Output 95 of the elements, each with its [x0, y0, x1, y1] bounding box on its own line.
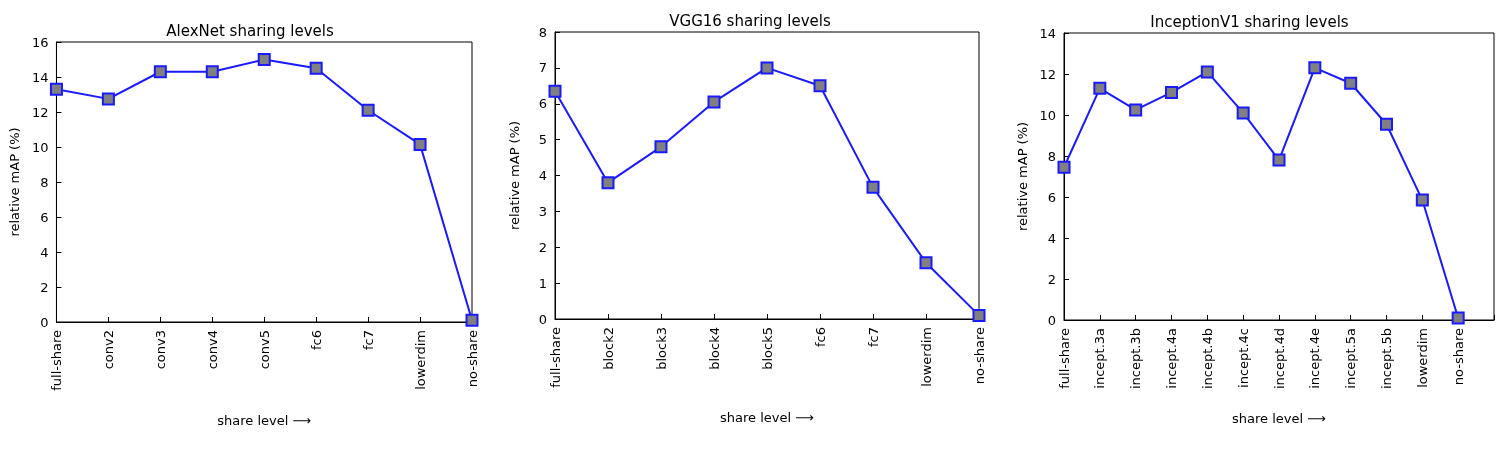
- y-tick-label: 16: [31, 34, 49, 50]
- y-tick-label: 6: [538, 96, 547, 112]
- y-tick-label: 2: [538, 239, 547, 255]
- y-tick-label: 4: [538, 168, 547, 183]
- point: [465, 313, 479, 327]
- point: [49, 82, 63, 96]
- x-tick-label: conv4: [204, 330, 220, 370]
- x-tick-label: block4: [706, 327, 722, 370]
- y-tick-label: 8: [538, 24, 547, 40]
- y-tick-label: 6: [1047, 189, 1056, 205]
- x-tick-label: fc7: [865, 327, 881, 347]
- point: [760, 61, 774, 75]
- point: [1451, 311, 1465, 325]
- x-tick-label: full-share: [547, 327, 563, 388]
- y-tick-label: 8: [1047, 148, 1056, 164]
- x-tick-label: no-share: [464, 330, 480, 388]
- x-axis-title: share level ⟶: [720, 410, 814, 425]
- x-tick-label: incept.3a: [1092, 328, 1108, 389]
- y-tick-label: 1: [538, 275, 547, 291]
- x-tick-label: incept.4e: [1307, 328, 1323, 389]
- x-tick-label: block5: [759, 327, 775, 370]
- x-tick-label: no-share: [1450, 328, 1466, 386]
- point: [1344, 76, 1358, 90]
- y-tick-label: 12: [1039, 66, 1056, 82]
- point: [654, 140, 668, 154]
- x-tick-label: fc7: [360, 330, 376, 350]
- point: [1200, 65, 1214, 79]
- y-axis-title: relative mAP (%): [7, 127, 22, 237]
- y-tick-label: 12: [31, 104, 49, 120]
- y-tick-label: 3: [538, 203, 547, 219]
- y-tick-label: 10: [31, 139, 49, 155]
- x-tick-label: incept.5b: [1379, 328, 1394, 390]
- y-tick-label: 2: [1047, 271, 1056, 287]
- y-axis-title: relative mAP (%): [1014, 121, 1030, 232]
- point: [413, 137, 427, 151]
- point: [1380, 117, 1393, 131]
- x-tick-label: incept.4a: [1164, 328, 1179, 389]
- point: [548, 84, 562, 98]
- x-tick-label: incept.5a: [1343, 328, 1359, 389]
- y-tick-label: 8: [40, 174, 49, 190]
- point: [205, 65, 219, 79]
- y-tick-label: 14: [1039, 25, 1056, 41]
- x-tick-label: conv3: [152, 330, 168, 370]
- y-axis-title: relative mAP (%): [507, 120, 522, 231]
- x-tick-label: conv2: [100, 330, 116, 370]
- x-axis-title: share level ⟶: [1232, 411, 1326, 426]
- x-tick-label: incept.4d: [1271, 328, 1287, 390]
- y-tick-label: 4: [1047, 230, 1056, 246]
- x-tick-label: lowerdim: [918, 327, 934, 387]
- x-tick-label: block3: [653, 327, 669, 370]
- point: [1308, 61, 1322, 75]
- point: [1057, 160, 1071, 174]
- point: [101, 92, 115, 106]
- x-tick-label: incept.4b: [1199, 328, 1215, 390]
- point: [866, 180, 880, 194]
- point: [361, 103, 375, 117]
- x-tick-label: no-share: [971, 327, 987, 385]
- x-tick-label: full-share: [1056, 328, 1072, 389]
- y-tick-label: 4: [40, 244, 49, 260]
- x-tick-label: incept.3b: [1128, 328, 1144, 390]
- y-tick-label: 10: [1039, 107, 1056, 123]
- x-axis-title: share level ⟶: [217, 413, 312, 428]
- x-tick-label: conv5: [256, 330, 272, 370]
- chart-title: VGG16 sharing levels: [669, 11, 831, 30]
- point: [153, 65, 167, 79]
- x-tick-label: fc6: [308, 330, 324, 350]
- point: [972, 308, 986, 322]
- y-tick-label: 6: [40, 209, 49, 225]
- x-tick-label: incept.4c: [1235, 328, 1251, 388]
- y-tick-label: 0: [538, 311, 547, 327]
- point: [1093, 81, 1107, 95]
- y-tick-label: 0: [1047, 312, 1056, 328]
- point: [257, 53, 271, 66]
- point: [707, 95, 721, 109]
- point: [1129, 103, 1143, 117]
- y-tick-label: 2: [40, 279, 49, 295]
- chart-title: AlexNet sharing levels: [166, 21, 334, 40]
- point: [1236, 106, 1250, 120]
- y-tick-label: 0: [40, 314, 49, 330]
- x-tick-label: lowerdim: [412, 330, 428, 390]
- x-tick-label: fc6: [812, 327, 828, 347]
- point: [601, 176, 615, 190]
- point: [919, 256, 933, 270]
- point: [1165, 85, 1178, 99]
- point: [813, 79, 827, 93]
- point: [1415, 193, 1429, 207]
- x-tick-label: full-share: [48, 330, 64, 391]
- chart-title: InceptionV1 sharing levels: [1150, 12, 1349, 31]
- point: [309, 61, 323, 75]
- y-tick-label: 7: [538, 60, 547, 76]
- point: [1272, 153, 1286, 167]
- y-tick-label: 5: [538, 132, 547, 148]
- x-tick-label: block2: [600, 327, 616, 370]
- y-tick-label: 14: [31, 69, 49, 85]
- x-tick-label: lowerdim: [1414, 328, 1430, 388]
